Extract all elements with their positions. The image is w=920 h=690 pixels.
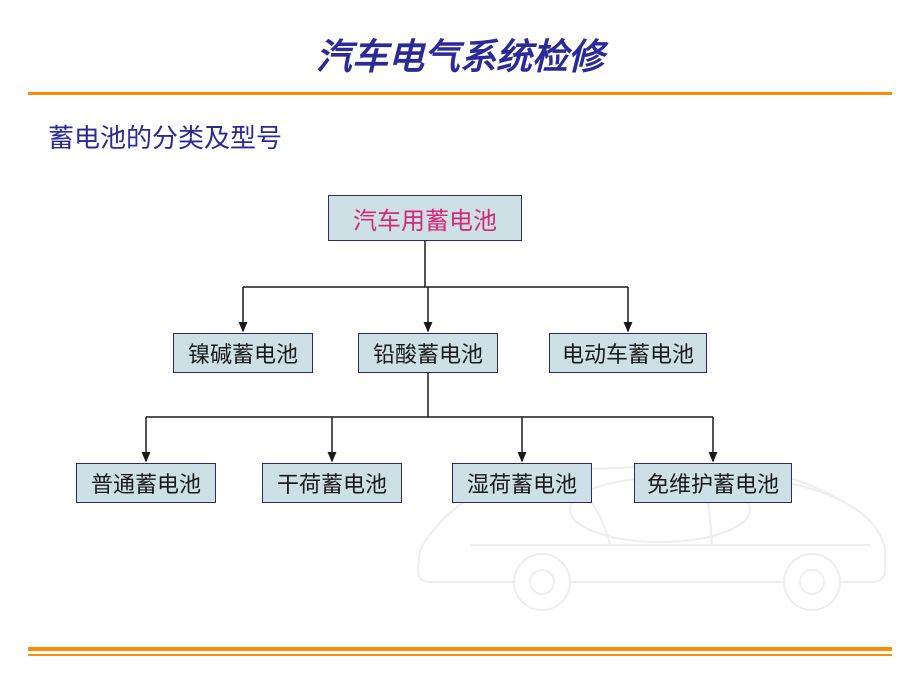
footer-divider <box>28 647 892 656</box>
node-maintenance-free: 免维护蓄电池 <box>634 463 792 503</box>
page-title: 汽车电气系统检修 <box>0 0 920 92</box>
node-ordinary: 普通蓄电池 <box>76 463 216 503</box>
node-ev: 电动车蓄电池 <box>549 333 707 373</box>
node-nickel: 镍碱蓄电池 <box>173 333 313 373</box>
section-subtitle: 蓄电池的分类及型号 <box>0 96 920 155</box>
node-lead-acid: 铅酸蓄电池 <box>358 333 498 373</box>
node-root: 汽车用蓄电池 <box>328 195 522 241</box>
node-dry: 干荷蓄电池 <box>262 463 402 503</box>
battery-tree-diagram: 汽车用蓄电池 镍碱蓄电池 铅酸蓄电池 电动车蓄电池 普通蓄电池 干荷蓄电池 湿荷… <box>0 155 920 575</box>
node-wet: 湿荷蓄电池 <box>452 463 592 503</box>
